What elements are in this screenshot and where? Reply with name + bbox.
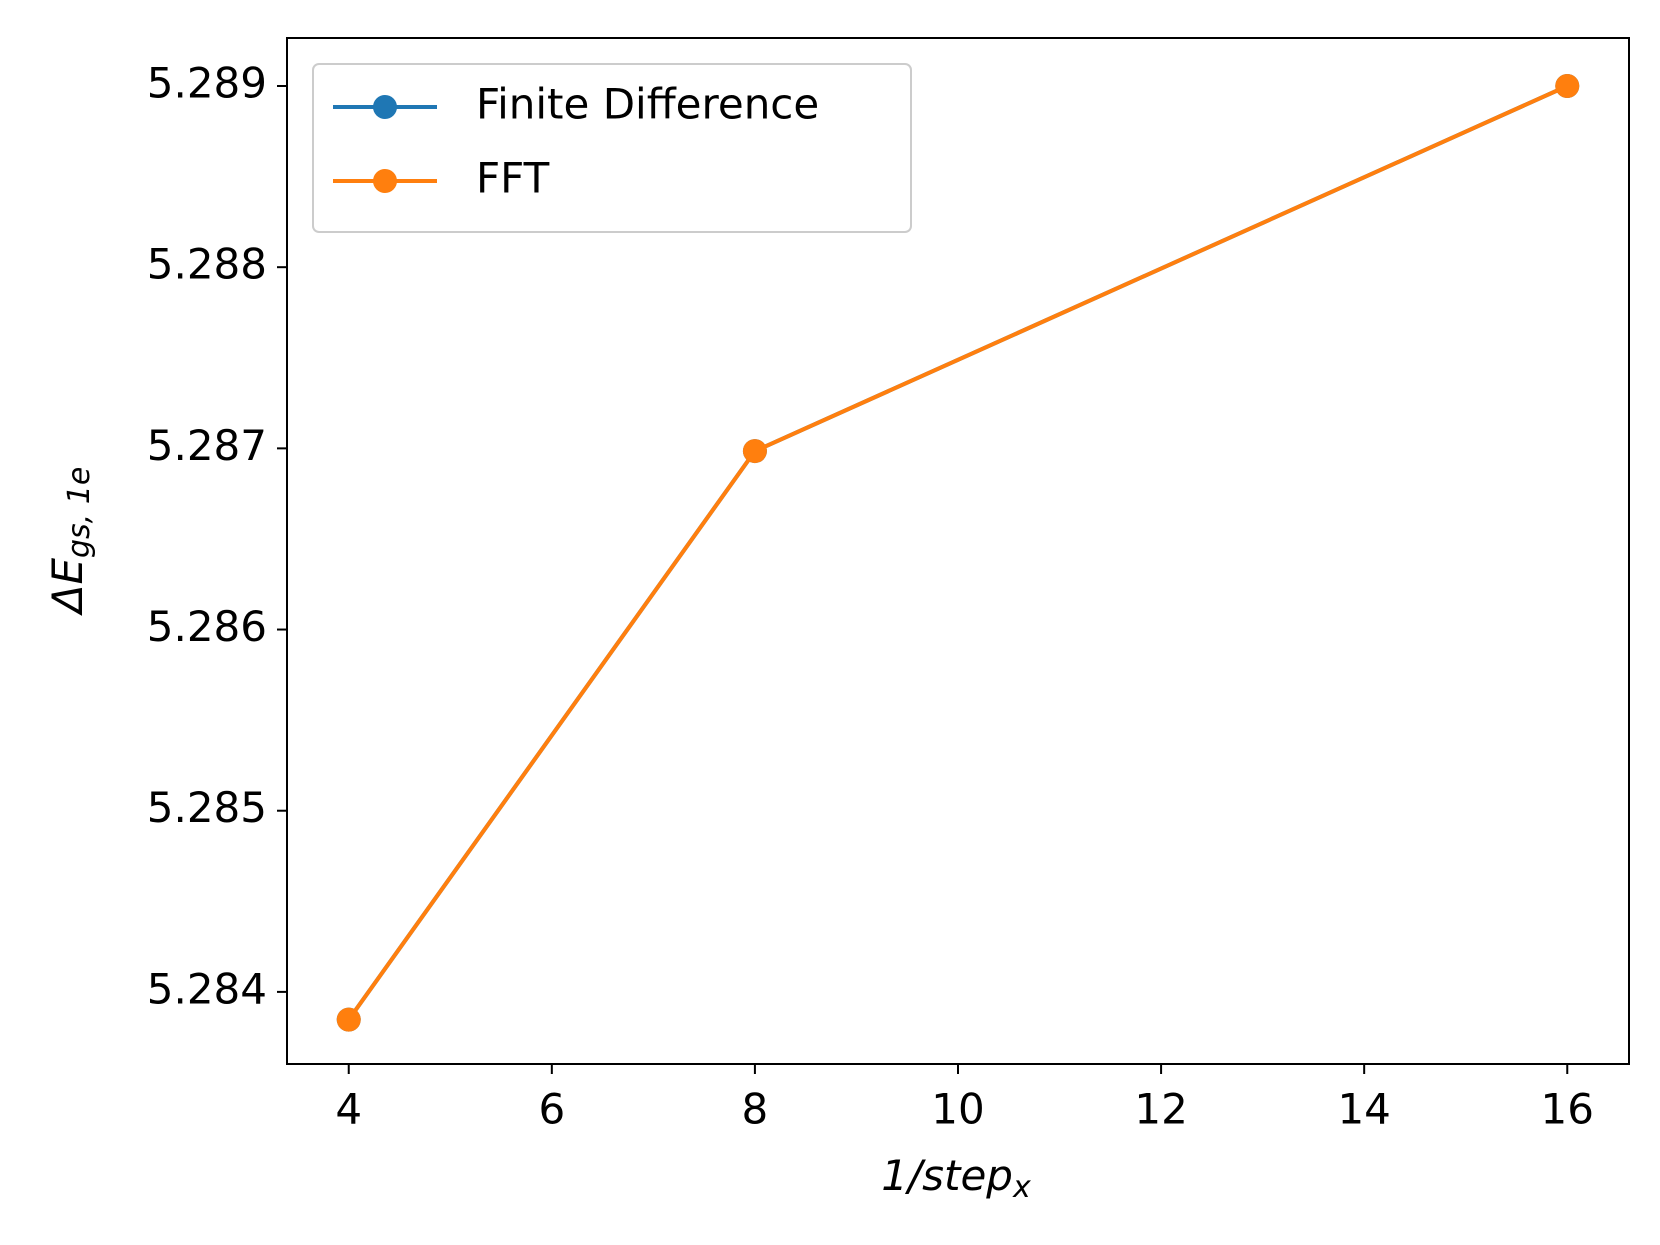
legend-box [312, 63, 912, 233]
data-point [1555, 74, 1580, 99]
x-tick-label: 6 [538, 1085, 565, 1134]
legend-label: FFT [476, 154, 550, 203]
legend-label: Finite Difference [476, 80, 819, 129]
y-tick-label: 5.284 [147, 964, 267, 1013]
x-axis-label: 1/stepx [881, 1151, 1031, 1205]
data-point [336, 1007, 361, 1032]
plot-area [336, 74, 1580, 1032]
y-tick-label: 5.285 [147, 783, 267, 832]
legend-marker [373, 169, 397, 193]
y-tick-label: 5.289 [147, 59, 267, 108]
y-label-sub: gs, 1e [62, 467, 97, 558]
data-point [742, 439, 767, 464]
y-tick-label: 5.288 [147, 240, 267, 289]
y-tick-label: 5.286 [147, 602, 267, 651]
y-tick-label: 5.287 [147, 421, 267, 470]
x-tick-label: 8 [742, 1085, 769, 1134]
x-tick-label: 14 [1337, 1085, 1390, 1134]
x-tick-label: 4 [335, 1085, 362, 1134]
x-tick-label: 10 [931, 1085, 984, 1134]
y-label-main: ΔE [43, 558, 92, 617]
y-axis-label: ΔEgs, 1e [43, 467, 97, 617]
legend-marker [373, 95, 397, 119]
x-label-main: 1/step [881, 1151, 1013, 1200]
x-tick-label: 12 [1134, 1085, 1187, 1134]
x-label-sub: x [1012, 1170, 1031, 1205]
x-tick-label: 16 [1541, 1085, 1594, 1134]
